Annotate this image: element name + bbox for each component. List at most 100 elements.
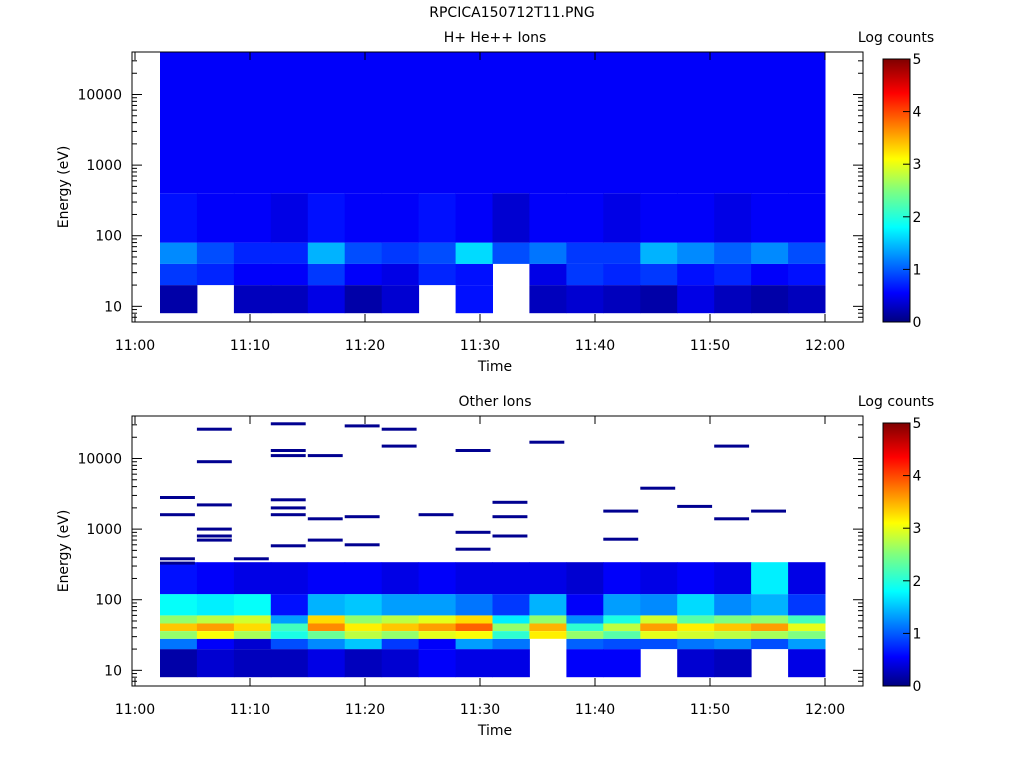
heatmap-cell <box>788 649 826 678</box>
sparse-count-mark <box>492 500 528 504</box>
heatmap-cell <box>418 649 456 678</box>
x-tick-label: 11:30 <box>460 702 500 718</box>
heatmap-cell <box>529 263 567 286</box>
colorbar-tick-label: 4 <box>913 105 922 121</box>
heatmap-cell <box>233 193 272 243</box>
sparse-count-mark <box>160 557 195 561</box>
heatmap-cell <box>160 52 198 194</box>
x-tick-label: 11:40 <box>575 338 615 354</box>
heatmap-cell <box>714 594 752 616</box>
heatmap-cell <box>344 193 383 243</box>
figure-title: RPCICA150712T11.PNG <box>429 5 595 21</box>
x-tick-label: 12:00 <box>805 702 845 718</box>
sparse-count-mark <box>714 444 750 448</box>
heatmap-cell <box>307 631 346 639</box>
colorbar-tick-label: 1 <box>913 262 922 278</box>
sparse-count-mark <box>196 534 232 538</box>
colorbar-label: Log counts <box>858 394 934 410</box>
y-axis-ticks: 10 100 1000 10000 <box>77 51 863 323</box>
heatmap-cell <box>270 638 309 650</box>
heatmap-cell <box>196 649 235 678</box>
colorbar <box>882 422 911 687</box>
heatmap-cell <box>307 263 346 286</box>
y-tick-label: 1000 <box>86 522 122 538</box>
heatmap-cell <box>381 52 420 194</box>
heatmap-cell <box>529 623 567 631</box>
plot-frame <box>131 415 864 687</box>
heatmap-cell <box>307 615 346 624</box>
heatmap-cell <box>566 631 604 639</box>
sparse-count-mark <box>603 509 639 513</box>
sparse-count-mark <box>455 547 491 551</box>
heatmap-cell <box>270 52 309 194</box>
sparse-count-mark <box>603 537 639 541</box>
colorbar <box>882 58 911 323</box>
heatmap-cell <box>751 615 789 624</box>
heatmap-cell <box>677 263 715 286</box>
heatmap-cell <box>160 594 198 616</box>
plot-frame <box>131 51 864 323</box>
heatmap-cell <box>196 193 235 243</box>
sparse-count-mark <box>307 517 343 521</box>
heatmap-cell <box>381 562 420 595</box>
colorbar-ticks: 0 1 2 3 4 5 <box>903 416 922 695</box>
heatmap-cell <box>566 594 604 616</box>
heatmap-cell <box>640 285 678 314</box>
heatmap-cell <box>233 615 272 624</box>
y-tick-label: 100 <box>95 593 122 609</box>
colorbar-tick-label: 5 <box>913 52 922 68</box>
colorbar-tick-label: 0 <box>913 679 922 695</box>
heatmap-cell <box>233 263 272 286</box>
heatmap-cell <box>418 193 456 243</box>
sparse-count-mark <box>418 513 454 517</box>
colorbar-tick-label: 0 <box>913 315 922 331</box>
sparse-count-mark <box>307 454 343 458</box>
heatmap-cell <box>714 242 752 264</box>
heatmap-cell <box>566 562 604 595</box>
heatmap-cell <box>455 615 493 624</box>
heatmap-cell <box>196 242 235 264</box>
heatmap-cell <box>381 623 420 631</box>
y-axis-ticks: 10 100 1000 10000 <box>77 415 863 687</box>
heatmap-cell <box>640 193 678 243</box>
y-tick-label: 1000 <box>86 158 122 174</box>
heatmap-cell <box>233 52 272 194</box>
heatmap-cell <box>788 615 826 624</box>
heatmap-cell <box>788 562 826 595</box>
ion-spectrogram-panel-other: Other Ions 11:00 11:10 11:20 11:30 11:40 11:5… <box>56 394 934 739</box>
heatmap-cell <box>418 623 456 631</box>
heatmap-cell <box>455 193 493 243</box>
heatmap-cell <box>344 263 383 286</box>
heatmap-cell <box>492 615 530 624</box>
heatmap-cell <box>714 52 752 194</box>
heatmap-cell <box>418 263 456 286</box>
heatmap-cell <box>751 562 789 595</box>
heatmap-cell <box>233 594 272 616</box>
heatmap-cell <box>529 52 567 194</box>
heatmap-cell <box>640 263 678 286</box>
heatmap-cell <box>307 638 346 650</box>
heatmap-cell <box>677 594 715 616</box>
heatmap-cell <box>640 242 678 264</box>
heatmap-cell <box>566 649 604 678</box>
heatmap-cell <box>455 638 493 650</box>
heatmap-cell <box>788 193 826 243</box>
heatmap-cell <box>492 631 530 639</box>
heatmap-cell <box>640 631 678 639</box>
sparse-count-mark <box>714 517 750 521</box>
x-axis-ticks: 11:00 11:10 11:20 11:30 11:40 11:50 12:00 <box>115 416 845 718</box>
heatmap-cell <box>677 285 715 314</box>
heatmap-cell <box>788 285 826 314</box>
heatmap-cell <box>714 649 752 678</box>
colorbar-tick-label: 3 <box>913 157 922 173</box>
heatmap-cell <box>566 285 604 314</box>
heatmap-cells <box>160 52 826 314</box>
y-axis-label: Energy (eV) <box>56 146 72 229</box>
heatmap-cell <box>381 594 420 616</box>
heatmap-cell <box>714 631 752 639</box>
heatmap-cell <box>270 649 309 678</box>
heatmap-cell <box>788 638 826 650</box>
colorbar-tick-label: 5 <box>913 416 922 432</box>
heatmap-cell <box>492 562 530 595</box>
sparse-count-mark <box>381 427 417 431</box>
